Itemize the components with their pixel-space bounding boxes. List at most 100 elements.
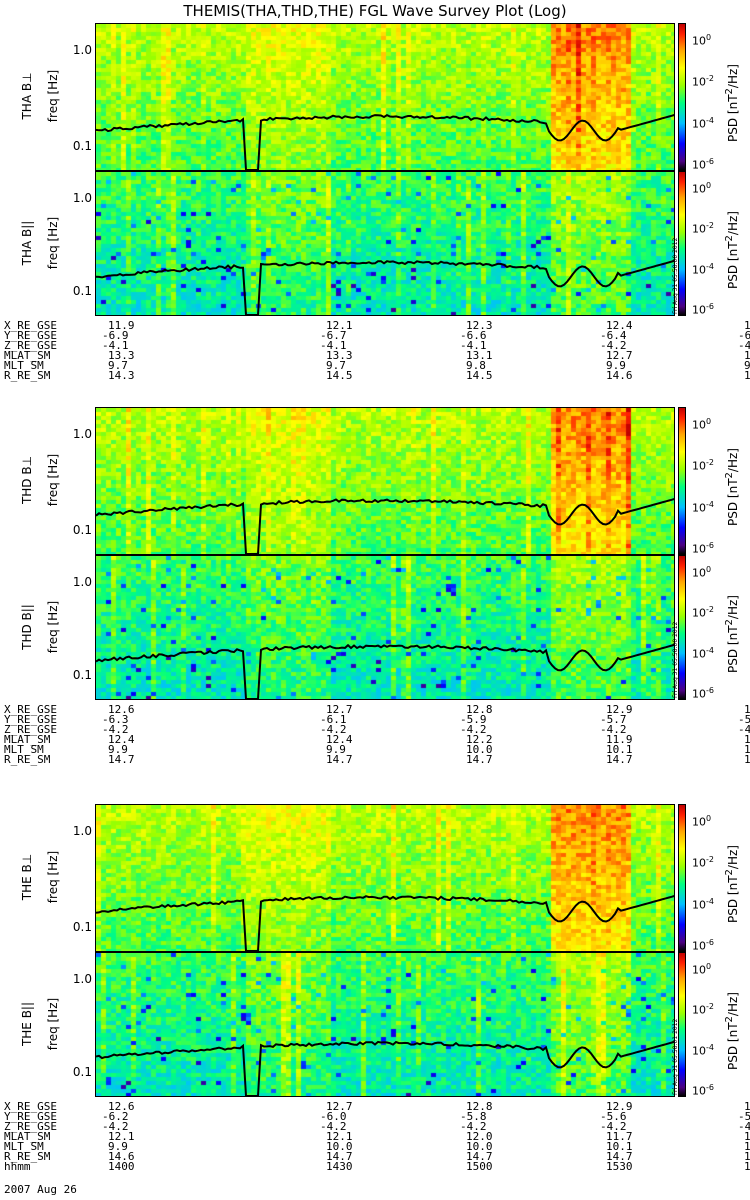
orbit-value: -4.2 — [738, 339, 750, 352]
orbit-value: 1600 — [744, 1160, 750, 1173]
gyrofrequency-curve — [96, 498, 674, 554]
colorbar — [678, 407, 686, 555]
orbit-label: Y_RE_GSE — [4, 713, 57, 726]
orbit-value: 12.1 — [326, 1130, 353, 1143]
orbit-row: MLAT_SM 13.3 13.3 13.1 12.7 12.2 — [4, 350, 750, 361]
orbit-value: 11.3 — [744, 1130, 750, 1143]
colorbar-tick: 10-4 — [692, 1042, 714, 1058]
orbit-row: MLT_SM 9.7 9.7 9.8 9.9 9.9 — [4, 359, 750, 372]
orbit-value: 13.0 — [744, 1100, 750, 1113]
colorbar-tick: 10-4 — [692, 261, 714, 277]
gyrofrequency-curve — [96, 1040, 674, 1096]
orbit-value: -6.2 — [102, 1110, 129, 1123]
orbit-value: 10.1 — [606, 1140, 633, 1153]
colorbar-label: PSD [nT2/Hz] — [724, 448, 740, 526]
orbit-value: -4.2 — [600, 1120, 627, 1133]
y-tick-label: 0.1 — [72, 920, 92, 934]
orbit-row: Z_RE_GSE -4.2 -4.2 -4.2 -4.2 -4.2 — [4, 1120, 750, 1133]
orbit-value: 12.2 — [744, 349, 750, 362]
orbit-value: 9.8 — [466, 359, 486, 372]
orbit-value: 14.5 — [466, 369, 493, 382]
page-title: THEMIS(THA,THD,THE) FGL Wave Survey Plot… — [183, 2, 567, 20]
orbit-label: Z_RE_GSE — [4, 339, 57, 352]
orbit-label: MLT_SM — [4, 743, 44, 756]
orbit-value: 11.9 — [108, 319, 135, 332]
gyrofrequency-curve — [96, 895, 674, 951]
orbit-value: 14.7 — [108, 753, 135, 766]
colorbar-tick: 10-4 — [692, 645, 714, 661]
orbit-value: -5.4 — [738, 1110, 750, 1123]
timestamp-stamp: Fri Aug 31 05:58:00 2012 — [672, 621, 679, 698]
colorbar-tick: 10-2 — [692, 74, 714, 89]
curve-line — [96, 895, 674, 951]
orbit-value: 9.7 — [326, 359, 346, 372]
orbit-row: R_RE_SM 14.6 14.7 14.7 14.7 14.7 — [4, 1150, 750, 1163]
orbit-value: 12.3 — [466, 319, 493, 332]
colorbar-tick: 10-6 — [692, 938, 714, 953]
y-tick-label: 1.0 — [72, 824, 92, 838]
y-axis-unit: freq [Hz] — [46, 69, 60, 123]
orbit-value: 10.1 — [744, 743, 750, 756]
orbit-value: 10.1 — [606, 743, 633, 756]
curve-line — [96, 1040, 674, 1096]
spectrogram-image — [96, 24, 674, 170]
y-tick-label: 1.0 — [72, 43, 92, 57]
orbit-value: 12.6 — [108, 703, 135, 716]
y-axis-label: THD B|| — [20, 603, 34, 650]
orbit-row: Y_RE_GSE -6.9 -6.7 -6.6 -6.4 -6.3 — [4, 329, 750, 342]
orbit-value: 14.7 — [744, 1150, 750, 1163]
orbit-row: MLT_SM 9.9 10.0 10.0 10.1 10.2 — [4, 1140, 750, 1153]
spectrogram-image — [96, 953, 674, 1096]
orbit-value: 12.0 — [466, 1130, 493, 1143]
orbit-label: MLT_SM — [4, 359, 44, 372]
orbit-row: Z_RE_GSE -4.1 -4.1 -4.1 -4.2 -4.2 — [4, 339, 750, 352]
spectrogram-image — [96, 556, 674, 699]
orbit-value: 11.9 — [606, 733, 633, 746]
orbit-value: -6.0 — [320, 1110, 347, 1123]
colorbar — [678, 804, 686, 952]
y-axis-unit: freq [Hz] — [46, 453, 60, 507]
orbit-value: -4.2 — [460, 1120, 487, 1133]
orbit-table: X_RE_GSE 11.9 12.1 12.3 12.4 12.6 Y_RE_GSE -6.9… — [4, 319, 750, 382]
y-axis-label: THA B|| — [20, 220, 34, 265]
orbit-value: -4.1 — [320, 339, 347, 352]
orbit-value: 10.0 — [466, 743, 493, 756]
orbit-value: 12.1 — [326, 319, 353, 332]
orbit-value: 13.0 — [744, 703, 750, 716]
y-tick-label: 0.1 — [72, 139, 92, 153]
orbit-value: -4.2 — [460, 723, 487, 736]
orbit-value: 1430 — [326, 1160, 353, 1173]
orbit-value: 14.7 — [744, 369, 750, 382]
curve-line — [96, 643, 674, 699]
orbit-value: 9.9 — [108, 743, 128, 756]
orbit-label: Z_RE_GSE — [4, 723, 57, 736]
orbit-value: -6.4 — [600, 329, 627, 342]
spectrogram-panel — [95, 23, 675, 171]
colorbar-tick: 10-6 — [692, 157, 714, 172]
colorbar-label: PSD [nT2/Hz] — [724, 991, 740, 1070]
y-axis-label: THE B⊥ — [20, 853, 34, 901]
orbit-label: R_RE_SM — [4, 753, 51, 766]
orbit-value: -4.2 — [102, 723, 129, 736]
colorbar-tick: 10-4 — [692, 115, 714, 131]
colorbar-tick: 100 — [692, 962, 712, 977]
orbit-value: 12.4 — [606, 319, 633, 332]
orbit-value: -5.9 — [460, 713, 487, 726]
colorbar — [678, 23, 686, 171]
orbit-row: X_RE_GSE 11.9 12.1 12.3 12.4 12.6 — [4, 319, 750, 332]
orbit-value: 12.8 — [466, 703, 493, 716]
orbit-label: R_RE_SM — [4, 1150, 51, 1163]
orbit-value: 10.0 — [326, 1140, 353, 1153]
orbit-value: -4.1 — [460, 339, 487, 352]
spectrogram-image — [96, 408, 674, 554]
y-tick-label: 0.1 — [72, 668, 92, 682]
orbit-value: 14.6 — [606, 369, 633, 382]
colorbar-tick: 10-4 — [692, 499, 714, 515]
orbit-value: -5.7 — [600, 713, 627, 726]
curve-line — [96, 113, 674, 170]
colorbar — [678, 952, 686, 1097]
orbit-value: -4.2 — [320, 1120, 347, 1133]
timestamp-stamp: Fri Aug 31 05:58:00 2012 — [672, 237, 679, 314]
orbit-value: -5.8 — [460, 1110, 487, 1123]
y-axis-unit: freq [Hz] — [46, 600, 60, 653]
